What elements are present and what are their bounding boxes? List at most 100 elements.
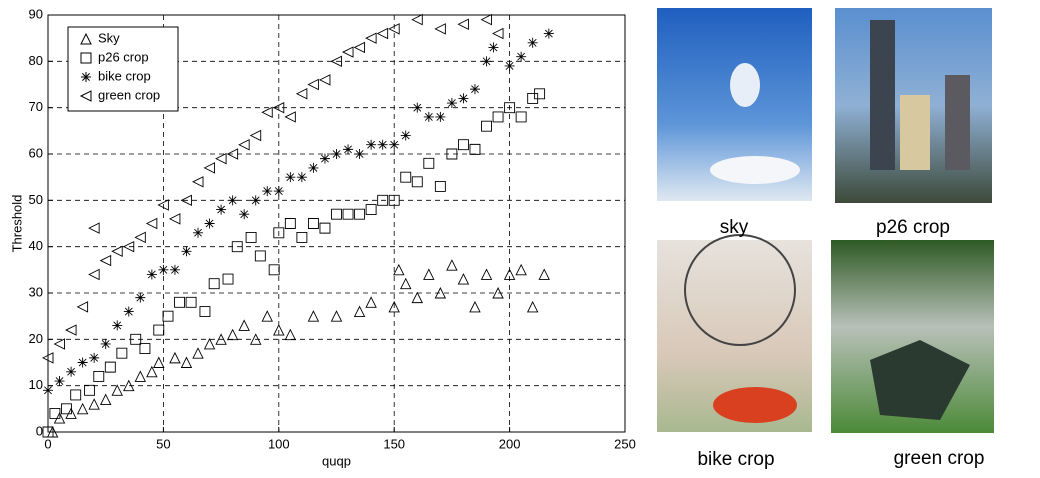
point [457,18,469,30]
point [203,162,216,174]
point [157,199,169,211]
point [192,176,204,188]
point [527,37,538,48]
point [330,310,343,322]
point [43,385,53,396]
point [307,218,319,229]
point [88,268,100,281]
point [145,217,158,230]
point [526,300,539,313]
point [296,231,308,243]
point [515,263,527,276]
point [123,379,135,392]
point [53,338,65,350]
wheel [684,234,796,346]
point [111,245,123,258]
dish [713,387,797,423]
point [49,408,61,419]
point [284,111,296,123]
point [446,259,458,271]
point [273,324,285,336]
point [273,186,284,197]
point [434,180,446,192]
point [203,337,216,350]
point [238,319,250,331]
point [204,218,215,229]
cloud [710,156,800,184]
pond [870,340,970,420]
y-tick-label: 10 [29,377,43,392]
point [193,227,204,238]
point [423,111,434,122]
point [208,278,220,290]
point [185,296,197,308]
point [99,393,112,406]
point [388,194,400,206]
point [515,111,527,123]
point [111,384,123,396]
point [365,204,377,216]
point [330,55,342,68]
point [76,402,89,415]
point [261,310,273,322]
legend-marker [79,90,92,102]
point [343,144,354,155]
point [388,300,400,313]
point [245,231,257,243]
y-tick-label: 70 [29,99,43,114]
point [366,139,377,150]
point [153,324,165,336]
point [389,139,400,150]
point [388,23,400,35]
y-tick-label: 80 [29,53,43,68]
point [100,338,111,349]
point [153,356,165,368]
point [307,78,319,91]
y-axis-label: Threshold [9,195,24,253]
point [469,143,481,155]
point [481,120,492,132]
caption: bike crop [697,449,774,470]
point [54,376,65,387]
point [134,370,147,382]
point [174,296,186,308]
point [412,102,423,113]
y-tick-label: 30 [29,284,43,299]
point [342,46,354,58]
point [393,263,405,276]
point [365,296,377,308]
x-tick-label: 200 [499,436,521,451]
point [146,365,158,378]
point [284,328,297,341]
point [504,102,516,114]
point [226,328,239,341]
point [492,27,504,40]
legend-label: green crop [98,87,160,102]
point [434,23,446,35]
x-tick-label: 250 [614,436,636,451]
point [492,111,504,123]
legend-marker [81,72,91,82]
point [146,269,157,280]
caption: green crop [894,448,985,469]
point [400,171,412,183]
point [308,162,319,173]
point [411,176,423,188]
point [296,172,307,183]
point [93,370,105,382]
point [268,264,280,276]
point [488,42,499,53]
point [231,241,243,253]
point [199,306,211,317]
point [180,356,193,368]
point [411,13,423,26]
x-tick-label: 0 [44,436,51,451]
point [168,213,181,225]
building [945,75,970,170]
point [254,250,266,262]
point [400,277,412,290]
point [216,204,227,215]
point [88,222,100,234]
point [42,426,54,438]
point [435,111,446,122]
